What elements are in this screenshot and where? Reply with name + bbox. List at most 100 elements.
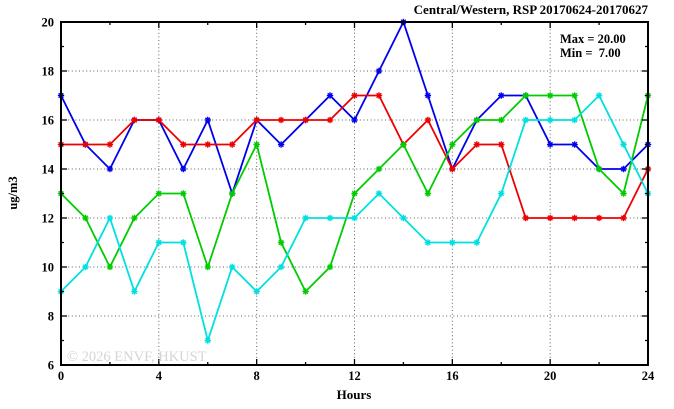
series-green <box>57 92 652 295</box>
series-red-marker <box>302 116 309 124</box>
series-cyan-marker <box>253 288 260 295</box>
series-red-marker <box>595 214 603 222</box>
series-green-marker <box>253 141 260 148</box>
series-red-line <box>61 94 649 219</box>
series-red-marker <box>326 116 334 124</box>
series-cyan-marker <box>204 337 211 344</box>
x-tick-label: 12 <box>348 369 361 383</box>
series-green-marker <box>571 92 578 99</box>
series-green-marker <box>620 190 627 197</box>
tick-layer <box>60 21 649 366</box>
series-red-marker <box>522 214 529 222</box>
series-blue-marker <box>180 165 187 173</box>
series-red-marker <box>424 116 432 124</box>
series-red <box>57 92 652 222</box>
series-green-marker <box>302 288 309 295</box>
series-blue-marker <box>375 67 383 75</box>
series-green-marker <box>180 190 187 197</box>
y-axis-label: ug/m3 <box>6 176 20 209</box>
series-cyan-marker <box>229 263 236 271</box>
series-cyan-marker <box>498 190 505 197</box>
series-red-marker <box>82 141 89 148</box>
series-red-marker <box>204 141 211 148</box>
series-green-marker <box>326 263 334 271</box>
series-blue-marker <box>571 141 578 148</box>
series-red-marker <box>449 165 456 173</box>
y-tick-label: 18 <box>42 65 55 79</box>
y-tick-label: 14 <box>42 163 55 177</box>
y-tick-label: 16 <box>42 114 55 128</box>
series-green-marker <box>106 263 114 271</box>
x-axis-label: Hours <box>337 387 372 402</box>
series-cyan-marker <box>375 190 383 197</box>
series-red-marker <box>229 141 236 148</box>
x-tick-label: 4 <box>156 369 163 383</box>
series-cyan-marker <box>180 239 187 246</box>
series-cyan-marker <box>546 116 554 124</box>
series-green-marker <box>400 141 407 148</box>
series-red-marker <box>571 214 578 222</box>
watermark: © 2026 ENVF, HKUST <box>67 349 207 365</box>
series-green-marker <box>449 141 456 148</box>
x-tick-label: 0 <box>58 369 64 383</box>
series-cyan-marker <box>620 141 627 148</box>
series-red-marker <box>106 141 114 148</box>
series-cyan-marker <box>595 92 603 99</box>
series-red-marker <box>180 141 187 148</box>
series-red-marker <box>498 141 505 148</box>
y-tick-label: 8 <box>48 310 54 324</box>
series-blue-marker <box>498 92 505 99</box>
series-cyan-marker <box>302 214 309 222</box>
series-cyan-marker <box>131 288 138 295</box>
series-cyan-marker <box>82 263 89 271</box>
series-green-marker <box>595 165 603 173</box>
series-red-marker <box>473 141 480 148</box>
x-tick-label: 8 <box>254 369 260 383</box>
series-green-marker <box>277 239 285 246</box>
series-blue-marker <box>204 116 211 124</box>
series-cyan-marker <box>424 239 432 246</box>
series-blue-marker <box>106 165 114 173</box>
y-tick-label: 6 <box>48 359 54 373</box>
x-tick-label: 24 <box>642 369 655 383</box>
series-cyan <box>57 92 652 344</box>
series-blue-marker <box>620 165 627 173</box>
series-green-marker <box>498 116 505 124</box>
series-green-marker <box>82 214 89 222</box>
series-red-marker <box>253 116 260 124</box>
series-cyan-marker <box>326 214 334 222</box>
series-blue-marker <box>546 141 554 148</box>
legend-max-label: Max = 20.00 <box>560 32 626 46</box>
series-blue-marker <box>424 92 432 99</box>
x-tick-label: 20 <box>544 369 557 383</box>
y-tick-labels: 6 8 10 12 14 16 18 20 <box>42 16 55 373</box>
legend-min-label: Min = 7.00 <box>560 46 621 60</box>
series-red-marker <box>620 214 627 222</box>
series-green-marker <box>546 92 554 99</box>
series-red-marker <box>546 214 554 222</box>
series-cyan-marker <box>473 239 480 246</box>
series-red-marker <box>155 116 163 124</box>
series-green-marker <box>229 190 236 197</box>
series-green-marker <box>424 190 432 197</box>
series-green-marker <box>204 263 211 271</box>
series-cyan-marker <box>351 214 358 222</box>
series-cyan-marker <box>155 239 163 246</box>
series-green-marker <box>522 92 529 99</box>
series-cyan-marker <box>571 116 578 124</box>
y-tick-label: 10 <box>42 261 55 275</box>
series-blue-marker <box>351 116 358 124</box>
series-cyan-marker <box>449 239 456 246</box>
series-green-marker <box>131 214 138 222</box>
series-cyan-marker <box>522 116 529 124</box>
series-green-marker <box>473 116 480 124</box>
series-red-marker <box>277 116 285 124</box>
chart-title: Central/Western, RSP 20170624-20170627 <box>414 2 649 17</box>
series-blue-marker <box>277 141 285 148</box>
series-cyan-marker <box>277 263 285 271</box>
series-green-marker <box>155 190 163 197</box>
series-layer <box>57 18 652 344</box>
series-cyan-marker <box>400 214 407 222</box>
